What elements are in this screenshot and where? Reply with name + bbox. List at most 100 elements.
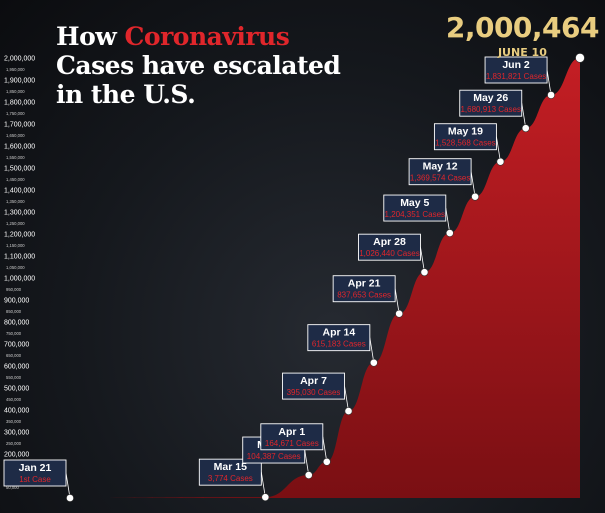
data-point-final <box>575 53 585 63</box>
headline-date: JUNE 10 <box>497 46 547 59</box>
callout-cases-label: 1,204,351 Cases <box>385 210 446 219</box>
callout-connector <box>546 69 552 96</box>
callout-date-label: Jan 21 <box>19 462 52 474</box>
callout-box <box>260 423 324 451</box>
callout-date-label: May 12 <box>423 161 458 173</box>
callout-box <box>198 458 262 486</box>
callout-connector <box>521 103 527 129</box>
y-minor-tick-label: 650,000 <box>6 353 22 358</box>
y-tick-label: 800,000 <box>4 320 29 327</box>
y-tick-label: 400,000 <box>4 408 29 415</box>
callout-date-label: Jun 2 <box>502 59 530 71</box>
callout-cases-label: 395,030 Cases <box>287 388 341 397</box>
title-line-2: Cases have escalated <box>56 51 341 80</box>
y-tick-label: 1,800,000 <box>4 100 35 107</box>
callout-cases-label: 1,680,913 Cases <box>460 105 521 114</box>
y-tick-label: 1,000,000 <box>4 276 35 283</box>
data-point <box>304 471 313 479</box>
callout-box <box>358 233 421 261</box>
callout-cases-label: 1,528,568 Cases <box>435 139 496 148</box>
callout-connector <box>470 171 476 197</box>
callout-cases-label: 3,774 Cases <box>208 474 253 483</box>
headline-total: 2,000,464 JUNE 10 <box>445 11 600 60</box>
y-minor-tick-label: 1,150,000 <box>6 243 25 248</box>
y-tick-label: 1,500,000 <box>4 166 35 173</box>
callout-date-label: May 19 <box>448 126 483 138</box>
callout-cases-label: 837,653 Cases <box>337 291 391 300</box>
callout-box <box>383 194 447 222</box>
data-point <box>344 407 353 415</box>
chart-title: How Coronavirus Cases have escalated in … <box>56 22 341 109</box>
callout-box <box>433 123 497 151</box>
data-point <box>66 494 74 502</box>
y-minor-tick-label: 1,550,000 <box>6 155 25 160</box>
callout-date-label: Apr 21 <box>348 278 381 290</box>
y-tick-label: 700,000 <box>4 342 29 349</box>
y-tick-label: 1,700,000 <box>4 122 35 129</box>
y-tick-label: 2,000,000 <box>4 56 35 63</box>
data-point <box>445 229 454 237</box>
callout-cases-label: 615,183 Cases <box>312 340 366 349</box>
callout-connector <box>394 288 400 314</box>
callout-date-label: Apr 7 <box>300 375 327 387</box>
data-point <box>395 309 404 318</box>
data-point <box>322 457 331 466</box>
y-minor-tick-label: 250,000 <box>6 441 22 446</box>
callout-connector <box>344 386 349 412</box>
callout-box <box>459 89 523 117</box>
y-minor-tick-label: 1,950,000 <box>6 67 25 72</box>
y-minor-tick-label: 50,000 <box>6 485 19 490</box>
data-point <box>547 91 555 99</box>
y-minor-tick-label: 1,850,000 <box>6 89 25 94</box>
callout-cases-label: 1,831,821 Cases <box>486 72 547 81</box>
y-tick-label: 900,000 <box>4 298 29 305</box>
data-point <box>521 124 530 133</box>
callout-cases-label: 104,387 Cases <box>247 452 301 461</box>
callout-connector <box>322 436 328 462</box>
callout-connector <box>304 449 310 476</box>
y-minor-tick-label: 1,450,000 <box>6 177 25 182</box>
callout-box <box>3 459 67 487</box>
callout-date-label: May 26 <box>473 92 508 104</box>
callout-date-label: Apr 1 <box>278 426 305 438</box>
callout-connector <box>420 247 425 273</box>
y-minor-tick-label: 450,000 <box>6 397 22 402</box>
callout-cases-label: 1,026,440 Cases <box>359 249 420 258</box>
y-tick-label: 1,100,000 <box>4 254 35 261</box>
y-tick-label: 1,400,000 <box>4 188 35 195</box>
y-tick-label: 1,600,000 <box>4 144 35 151</box>
data-point <box>261 493 270 502</box>
y-tick-label: 300,000 <box>4 430 29 437</box>
y-minor-tick-label: 1,250,000 <box>6 221 25 226</box>
headline-value: 2,000,464 <box>445 11 600 44</box>
y-minor-tick-label: 950,000 <box>6 287 22 292</box>
callout-connector <box>496 136 501 162</box>
callout-box <box>282 372 345 400</box>
callout-box <box>484 56 548 84</box>
data-point <box>471 192 480 201</box>
y-minor-tick-label: 550,000 <box>6 375 22 380</box>
callout-cases-label: 1st Case <box>19 475 51 484</box>
callout-box <box>332 275 396 303</box>
y-tick-label: 600,000 <box>4 364 29 371</box>
y-minor-tick-label: 1,650,000 <box>6 133 25 138</box>
y-minor-tick-label: 850,000 <box>6 309 22 314</box>
cases-area <box>70 57 580 498</box>
callout-box <box>307 324 371 352</box>
y-minor-tick-label: 1,750,000 <box>6 111 25 116</box>
y-tick-label: 1,900,000 <box>4 78 35 85</box>
title-prefix: How <box>56 22 125 51</box>
callout-box <box>408 158 472 186</box>
callout-date-label: Apr 14 <box>322 327 355 339</box>
callout-cases-label: 1,369,574 Cases <box>410 174 471 183</box>
data-point <box>496 157 505 166</box>
y-minor-tick-label: 1,050,000 <box>6 265 25 270</box>
callout-date-label: Mar 15 <box>214 461 247 473</box>
title-line-3: in the U.S. <box>56 80 196 109</box>
y-tick-label: 500,000 <box>4 386 29 393</box>
callout-connector <box>369 337 375 363</box>
callout-date-label: May 5 <box>400 197 429 209</box>
callout-connector <box>65 472 71 499</box>
data-point <box>369 358 378 367</box>
